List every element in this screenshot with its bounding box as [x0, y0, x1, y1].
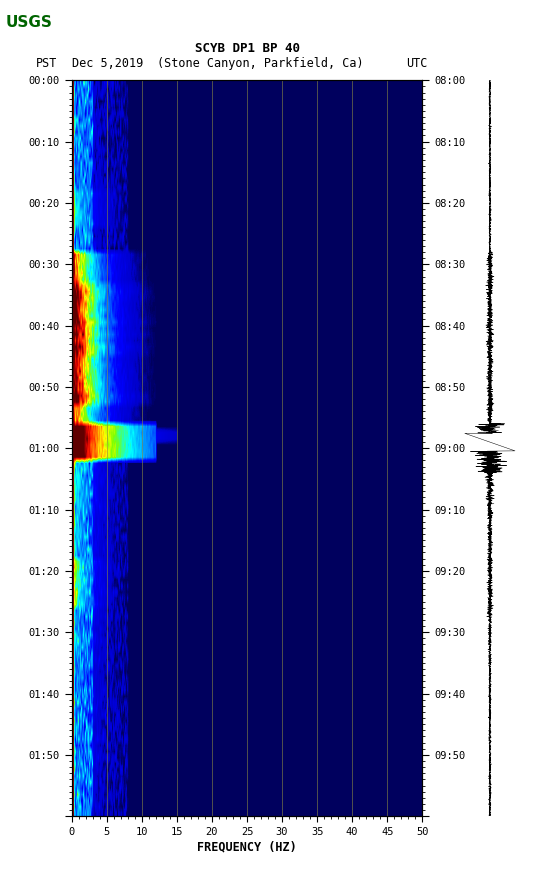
Text: SCYB DP1 BP 40: SCYB DP1 BP 40: [194, 42, 300, 55]
Text: (Stone Canyon, Parkfield, Ca): (Stone Canyon, Parkfield, Ca): [157, 56, 364, 70]
Text: PST: PST: [36, 56, 57, 70]
X-axis label: FREQUENCY (HZ): FREQUENCY (HZ): [197, 841, 297, 854]
Text: Dec 5,2019: Dec 5,2019: [72, 56, 143, 70]
Text: UTC: UTC: [406, 56, 427, 70]
Text: USGS: USGS: [6, 15, 52, 29]
